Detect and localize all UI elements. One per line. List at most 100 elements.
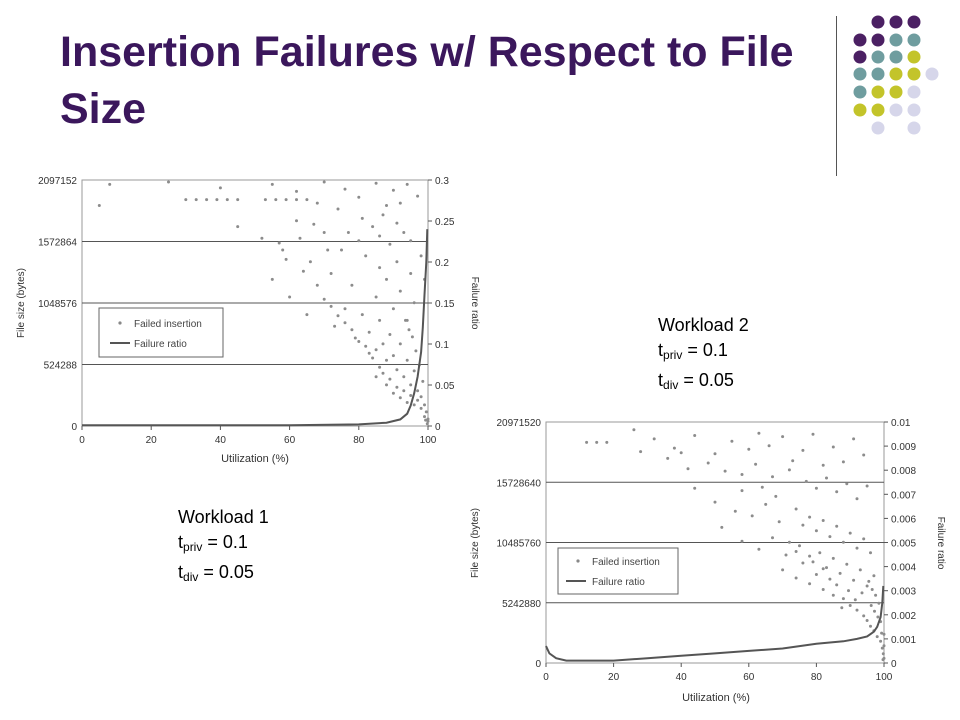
data-point	[305, 313, 309, 317]
data-point	[639, 450, 643, 454]
tdiv-symbol: t	[658, 370, 664, 390]
data-point	[845, 482, 849, 486]
data-point	[346, 231, 350, 234]
data-point	[874, 593, 878, 597]
decor-dot	[871, 33, 885, 47]
data-point	[585, 440, 589, 444]
data-point	[333, 324, 337, 328]
y2-tick-label: 0.001	[891, 635, 916, 646]
data-point	[767, 444, 771, 448]
data-point	[652, 437, 656, 441]
data-point	[402, 389, 406, 393]
data-point	[277, 241, 281, 245]
data-point	[270, 182, 274, 186]
data-point	[395, 221, 399, 225]
data-point	[787, 540, 791, 544]
data-point	[378, 234, 382, 238]
y2-tick-label: 0	[891, 659, 897, 670]
data-point	[872, 574, 876, 578]
data-point	[774, 494, 778, 498]
y2-tick-label: 0.003	[891, 587, 916, 598]
data-point	[845, 562, 849, 566]
y2-tick-label: 0.25	[435, 217, 455, 228]
decor-dot	[889, 85, 903, 99]
tdiv-subscript: div	[663, 378, 679, 392]
data-point	[828, 577, 832, 581]
decor-dot	[871, 67, 885, 81]
y2-tick-label: 0.009	[891, 442, 916, 453]
data-point	[870, 588, 874, 591]
data-point	[760, 485, 764, 489]
data-point	[855, 546, 859, 550]
data-point	[740, 489, 744, 493]
data-point	[329, 304, 333, 308]
data-point	[825, 476, 828, 480]
decor-dot	[889, 50, 903, 64]
y-tick-label: 15728640	[497, 478, 542, 489]
y2-axis-label: Failure ratio	[935, 517, 946, 570]
data-point	[388, 242, 392, 246]
y2-tick-label: 0.004	[891, 563, 916, 574]
y2-tick-label: 0.002	[891, 611, 916, 622]
data-point	[869, 624, 872, 628]
data-point	[404, 318, 407, 322]
data-point	[371, 356, 375, 360]
workload-1-tpriv: tpriv = 0.1	[178, 530, 269, 560]
decor-dot	[871, 15, 885, 29]
data-point	[298, 236, 302, 240]
data-point	[419, 406, 423, 410]
data-point	[784, 553, 788, 557]
data-point	[794, 550, 798, 553]
data-point	[848, 604, 852, 607]
y-tick-label: 1048576	[38, 299, 77, 310]
y2-tick-label: 0.006	[891, 514, 916, 525]
data-point	[336, 314, 340, 318]
x-tick-label: 20	[608, 672, 620, 683]
legend-label-failed-insertion: Failed insertion	[592, 557, 660, 568]
data-point	[409, 272, 413, 275]
data-point	[357, 195, 361, 199]
data-point	[405, 401, 409, 404]
data-point	[838, 571, 842, 575]
data-point	[215, 198, 219, 202]
data-point	[771, 475, 774, 479]
data-point	[374, 181, 378, 185]
data-point	[343, 307, 347, 311]
data-point	[869, 551, 872, 555]
x-tick-label: 0	[543, 672, 549, 683]
data-point	[416, 194, 420, 198]
x-tick-label: 80	[353, 435, 365, 446]
data-point	[831, 593, 835, 597]
tpriv-value: = 0.1	[682, 340, 728, 360]
workload-1-tdiv: tdiv = 0.05	[178, 560, 269, 590]
data-point	[374, 295, 378, 299]
title-divider	[836, 16, 837, 176]
data-point	[801, 523, 805, 527]
y2-tick-label: 0.2	[435, 258, 449, 269]
y-axis-label: File size (bytes)	[470, 508, 481, 578]
decor-dot	[907, 103, 921, 117]
x-tick-label: 40	[215, 435, 227, 446]
data-point	[841, 597, 845, 601]
data-point	[835, 524, 839, 528]
data-point	[391, 188, 395, 192]
y2-tick-label: 0.05	[435, 381, 455, 392]
data-point	[835, 583, 839, 587]
data-point	[378, 318, 382, 322]
data-point	[205, 198, 209, 202]
data-point	[875, 635, 879, 639]
data-point	[777, 520, 781, 524]
data-point	[771, 536, 774, 540]
data-point	[322, 297, 326, 301]
data-point	[798, 544, 801, 548]
data-point	[260, 236, 264, 240]
data-point	[381, 342, 385, 346]
data-point	[831, 556, 835, 560]
data-point	[747, 447, 751, 451]
y-tick-label: 5242880	[502, 599, 541, 610]
data-point	[288, 295, 292, 299]
data-point	[811, 432, 815, 436]
data-point	[409, 239, 413, 243]
data-point	[720, 525, 724, 529]
y2-tick-label: 0.008	[891, 466, 916, 477]
